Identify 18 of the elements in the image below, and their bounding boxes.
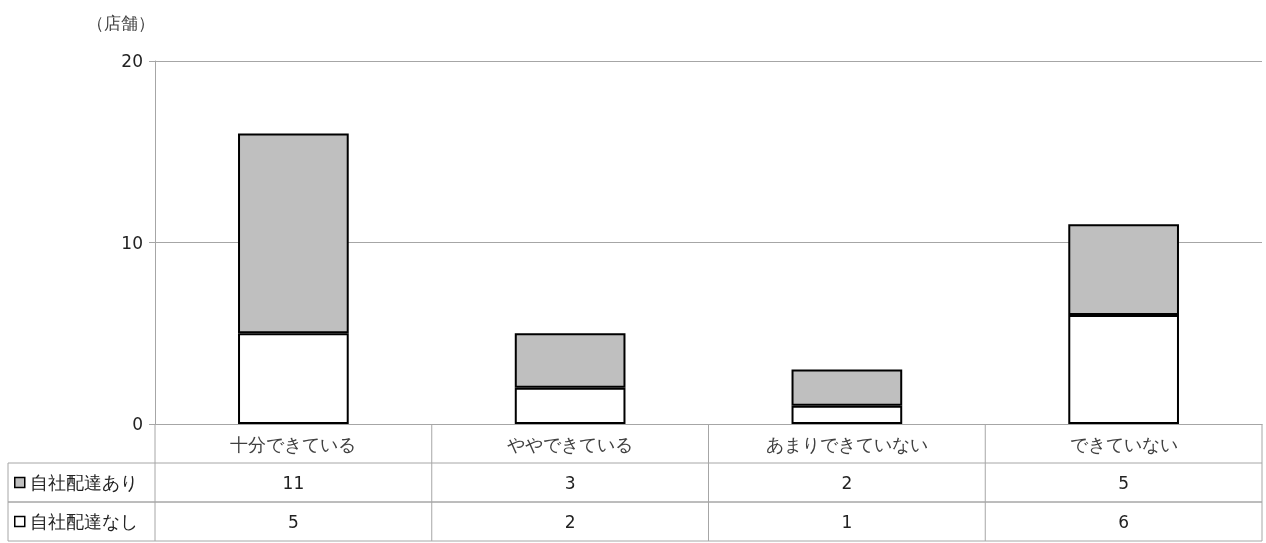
- legend-label: 自社配達あり: [29, 472, 138, 493]
- y-tick-label: 0: [132, 414, 143, 434]
- y-axis-title: （店舗）: [87, 13, 155, 33]
- data-label: 3: [564, 472, 576, 493]
- data-label: 2: [564, 511, 576, 532]
- data-label: 5: [287, 511, 299, 532]
- y-tick-label: 10: [121, 232, 143, 253]
- data-label: 6: [1118, 511, 1130, 532]
- legend-label: 自社配達なし: [29, 511, 138, 532]
- x-tick-label: できていない: [1069, 433, 1178, 455]
- x-tick-label: あまりできていない: [765, 433, 928, 455]
- data-label: 5: [1118, 472, 1130, 493]
- data-label: 1: [841, 511, 853, 532]
- x-tick-label: ややできている: [507, 433, 634, 455]
- x-tick-label: 十分できている: [230, 433, 357, 455]
- data-label: 2: [841, 472, 853, 493]
- data-label: 11: [282, 472, 305, 493]
- y-tick-label: 20: [121, 51, 143, 71]
